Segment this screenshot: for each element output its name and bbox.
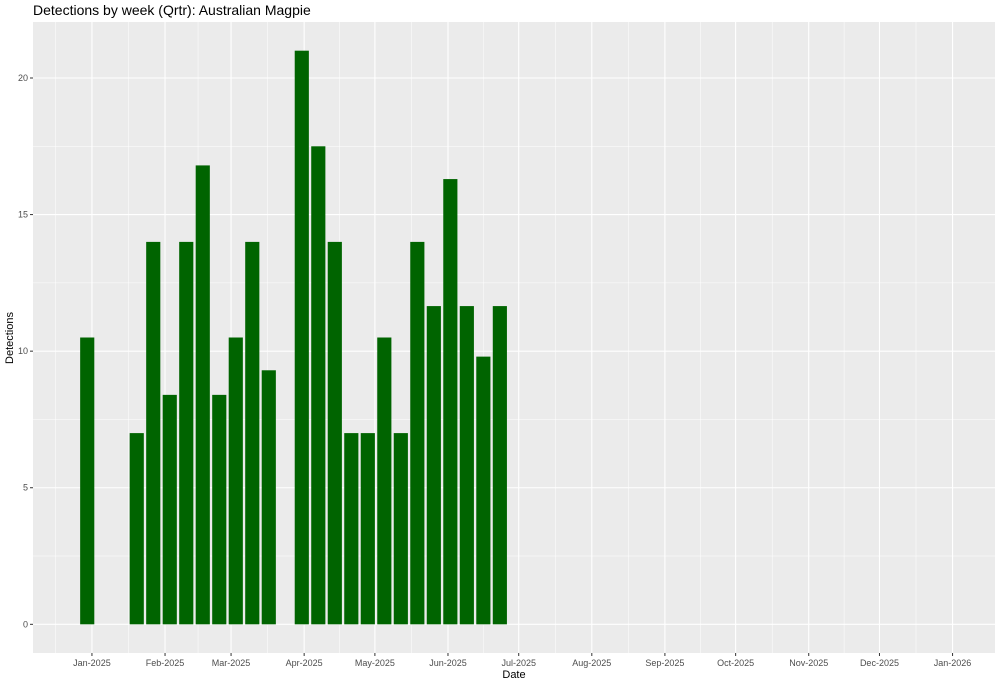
y-tick-label: 5 [23, 483, 28, 493]
x-tick-label: Apr-2025 [286, 658, 323, 668]
bar [492, 306, 507, 625]
bar [179, 241, 194, 625]
x-tick-label: Jan-2026 [934, 658, 972, 668]
y-axis: 0 5 10 15 20 [18, 73, 33, 629]
x-axis-title: Date [502, 669, 525, 681]
x-tick-label: May-2025 [355, 658, 395, 668]
x-tick-label: Feb-2025 [146, 658, 185, 668]
bar [393, 433, 408, 625]
bar [426, 306, 441, 625]
x-tick-label: Mar-2025 [212, 658, 251, 668]
bar [294, 50, 309, 625]
x-tick-label: Jun-2025 [429, 658, 467, 668]
x-tick-label: Sep-2025 [645, 658, 684, 668]
bar [162, 394, 177, 625]
x-tick-label: Jan-2025 [73, 658, 111, 668]
bar [443, 179, 458, 625]
chart-title: Detections by week (Qrtr): Australian Ma… [33, 2, 311, 18]
bar [311, 146, 326, 625]
bar [360, 433, 375, 625]
bars [80, 50, 507, 625]
bar [410, 241, 425, 625]
y-tick-label: 10 [18, 346, 28, 356]
bar [459, 306, 474, 625]
bar [245, 241, 260, 625]
bar [476, 356, 491, 625]
x-tick-label: Oct-2025 [717, 658, 754, 668]
bar [377, 337, 392, 625]
bar [261, 370, 276, 625]
x-tick-label: Nov-2025 [789, 658, 828, 668]
y-tick-label: 20 [18, 73, 28, 83]
x-tick-label: Aug-2025 [572, 658, 611, 668]
y-tick-label: 15 [18, 210, 28, 220]
bar [212, 394, 227, 625]
plot-panel [33, 22, 995, 653]
bar [327, 241, 342, 625]
bar [195, 165, 210, 625]
x-tick-label: Dec-2025 [860, 658, 899, 668]
bar [129, 433, 144, 625]
y-tick-label: 0 [23, 619, 28, 629]
x-tick-label: Jul-2025 [501, 658, 536, 668]
bar [344, 433, 359, 625]
x-axis: Jan-2025 Feb-2025 Mar-2025 Apr-2025 May-2025… [73, 653, 971, 668]
bar [80, 337, 95, 625]
bar [228, 337, 243, 625]
y-axis-title: Detections [4, 312, 16, 364]
bar [146, 241, 161, 625]
